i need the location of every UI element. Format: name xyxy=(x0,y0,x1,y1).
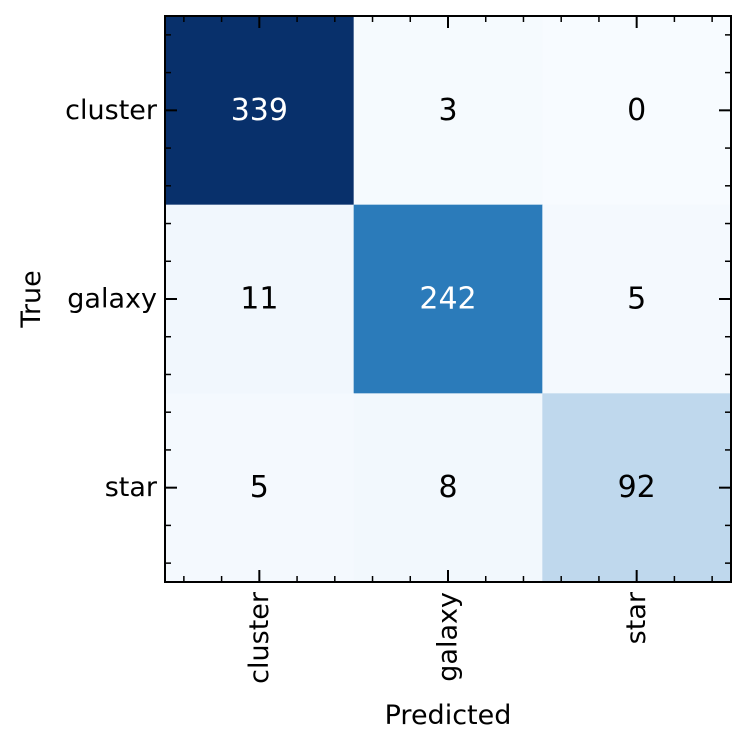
x-tick-label: galaxy xyxy=(433,592,464,682)
y-tick-label: cluster xyxy=(65,95,158,126)
heatmap-cell xyxy=(542,16,732,206)
cell-value-label: 242 xyxy=(419,282,476,317)
cell-value-label: 339 xyxy=(231,93,288,128)
heatmap-cell xyxy=(542,204,732,394)
heatmap-cell xyxy=(353,393,543,583)
cell-value-label: 3 xyxy=(438,93,457,128)
cell-value-label: 5 xyxy=(627,282,646,317)
x-axis-label: Predicted xyxy=(385,700,512,731)
y-tick-label: galaxy xyxy=(67,284,157,315)
x-tick-label: cluster xyxy=(244,591,275,684)
heatmap-cell xyxy=(353,204,543,394)
heatmap-cell xyxy=(353,16,543,206)
heatmap-cell xyxy=(165,204,355,394)
heatmap-cells xyxy=(165,16,732,583)
heatmap-cell xyxy=(165,16,355,206)
heatmap-cell xyxy=(165,393,355,583)
y-tick-labels: cluster galaxy star xyxy=(65,95,158,503)
cell-value-label: 0 xyxy=(627,93,646,128)
cell-value-label: 8 xyxy=(438,470,457,505)
y-tick-label: star xyxy=(105,472,158,503)
y-axis-label: True xyxy=(16,270,47,328)
cell-value-label: 11 xyxy=(240,282,278,317)
cell-value-label: 92 xyxy=(618,470,656,505)
heatmap-cell xyxy=(542,393,732,583)
x-tick-label: star xyxy=(621,591,652,644)
x-tick-labels: cluster galaxy star xyxy=(244,591,652,684)
cell-value-labels: 339 3 0 11 242 5 5 8 92 xyxy=(231,93,656,505)
plot-frame xyxy=(164,15,732,583)
cell-value-label: 5 xyxy=(250,470,269,505)
